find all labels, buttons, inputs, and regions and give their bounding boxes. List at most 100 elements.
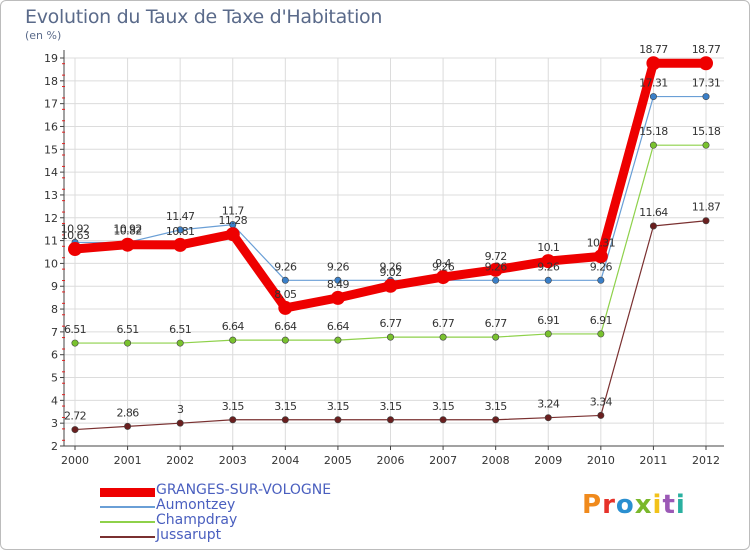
data-point	[176, 339, 184, 347]
data-label: 6.91	[537, 314, 559, 327]
x-tick-label: 2009	[534, 454, 562, 467]
y-tick-label: 4	[51, 394, 58, 407]
data-point	[124, 422, 132, 430]
data-point	[229, 336, 237, 344]
data-label: 3.15	[222, 400, 245, 413]
data-label: 3	[177, 403, 184, 416]
data-point	[334, 336, 342, 344]
data-label: 9.26	[274, 260, 297, 273]
data-label: 10.92	[113, 222, 142, 235]
chart-title: Evolution du Taux de Taxe d'Habitation	[25, 6, 383, 28]
data-point	[281, 336, 289, 344]
x-tick-label: 2003	[219, 454, 247, 467]
data-label: 9.4	[435, 257, 451, 270]
x-tick-label: 2012	[692, 454, 720, 467]
y-tick-label: 15	[44, 143, 58, 156]
legend-swatch	[100, 536, 155, 538]
data-point	[488, 262, 503, 277]
data-label: 3.15	[432, 400, 455, 413]
data-label: 11.87	[692, 201, 721, 214]
data-label: 9.26	[379, 260, 402, 273]
y-tick-label: 19	[44, 52, 58, 65]
data-label: 9.26	[590, 260, 613, 273]
data-label: 10.63	[61, 229, 90, 242]
data-label: 6.51	[117, 323, 139, 336]
data-label: 11.7	[222, 205, 245, 218]
data-label: 10.82	[113, 225, 142, 238]
legend-label: Champdray	[156, 512, 238, 528]
logo-letter: x	[634, 490, 653, 520]
data-label: 17.31	[692, 77, 721, 90]
data-label: 10.92	[61, 222, 90, 235]
data-label: 6.51	[64, 323, 86, 336]
data-point	[334, 416, 342, 424]
data-label: 9.26	[537, 260, 560, 273]
y-tick-label: 10	[44, 257, 58, 270]
data-point	[176, 419, 184, 427]
logo-letter: t	[662, 490, 676, 520]
data-point	[699, 56, 713, 71]
data-point	[492, 333, 500, 341]
data-point	[593, 249, 608, 264]
logo-letter: o	[615, 490, 635, 520]
x-tick-label: 2007	[429, 454, 457, 467]
y-tick-label: 8	[51, 303, 58, 316]
data-point	[492, 416, 500, 424]
data-label: 11.28	[219, 214, 248, 227]
data-label: 8.05	[274, 288, 297, 301]
data-label: 6.64	[327, 320, 350, 333]
data-point	[439, 333, 447, 341]
data-point	[597, 276, 605, 284]
logo-letter: r	[602, 490, 616, 520]
y-tick-label: 2	[51, 440, 58, 453]
x-tick-label: 2004	[271, 454, 299, 467]
data-label: 3.15	[327, 400, 350, 413]
data-label: 15.18	[639, 125, 668, 138]
data-label: 6.77	[379, 317, 402, 330]
data-label: 6.64	[222, 320, 245, 333]
data-point	[544, 414, 552, 422]
data-label: 9.02	[379, 266, 401, 279]
data-label: 10.1	[537, 241, 559, 254]
y-tick-label: 3	[51, 417, 58, 430]
y-tick-label: 7	[51, 326, 58, 339]
data-point	[225, 227, 240, 242]
x-tick-label: 2005	[324, 454, 352, 467]
y-tick-label: 16	[44, 120, 58, 133]
x-tick-label: 2011	[639, 454, 667, 467]
x-tick-label: 2002	[166, 454, 194, 467]
y-tick-label: 11	[44, 235, 58, 248]
data-label: 6.91	[590, 314, 612, 327]
data-point	[229, 416, 237, 424]
data-point	[120, 237, 135, 252]
data-point	[649, 141, 657, 149]
y-tick-label: 18	[44, 75, 58, 88]
data-point	[541, 254, 556, 269]
data-label: 15.18	[692, 125, 721, 138]
data-label: 3.15	[274, 400, 297, 413]
x-tick-label: 2001	[114, 454, 142, 467]
y-tick-label: 14	[44, 166, 58, 179]
x-tick-label: 2006	[377, 454, 405, 467]
x-tick-label: 2000	[61, 454, 89, 467]
data-label: 9.26	[327, 260, 350, 273]
y-tick-label: 6	[51, 349, 58, 362]
data-label: 6.64	[274, 320, 297, 333]
legend-swatch	[100, 488, 155, 497]
legend-swatch	[100, 521, 155, 523]
data-point	[649, 93, 657, 101]
data-point	[281, 416, 289, 424]
legend-label: Jussarupt	[156, 527, 222, 543]
data-label: 10.31	[587, 236, 616, 249]
data-point	[436, 270, 451, 285]
data-label: 11.64	[639, 206, 668, 219]
data-label: 2.86	[117, 406, 140, 419]
logo-letter: i	[675, 490, 686, 520]
data-label: 2.72	[64, 410, 86, 423]
y-tick-label: 17	[44, 98, 58, 111]
data-point	[281, 276, 289, 284]
data-label: 9.26	[432, 260, 455, 273]
proxiti-logo: Proxiti	[582, 490, 686, 520]
